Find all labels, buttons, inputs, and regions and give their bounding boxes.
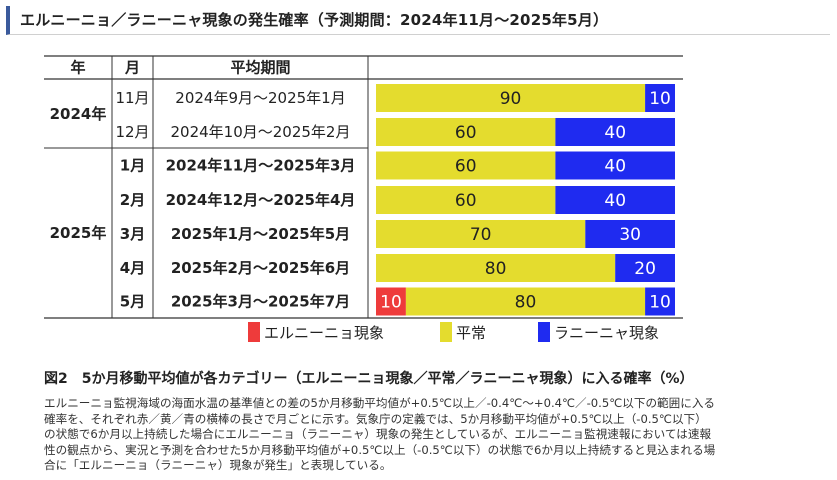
bar-segment-el-nino — [376, 287, 406, 316]
bar-value-label: 90 — [500, 89, 522, 109]
year-label: 2025年 — [50, 224, 107, 242]
period-label: 2024年11月～2025年3月 — [166, 157, 356, 175]
bar-value-label: 60 — [455, 191, 477, 211]
bar-segment-la-nina — [645, 84, 675, 112]
bar-segment-la-nina — [555, 186, 675, 214]
note-line: 合に「エルニーニョ（ラニーニャ）現象が発生」と表現している。 — [44, 458, 392, 473]
bar-segment-la-nina — [555, 151, 675, 180]
bar-value-label: 60 — [455, 123, 477, 143]
month-label: 12月 — [115, 123, 149, 141]
legend-swatch-el-nino — [248, 322, 260, 342]
bar-value-label: 80 — [485, 259, 507, 279]
legend-swatch-la-nina — [538, 322, 550, 342]
probability-table-chart: 年 月 平均期間 2024年 2025年 11月 2024年9月～2025年1月 90 10 12… — [44, 55, 683, 319]
bar-segment-normal — [376, 254, 616, 282]
month-label: 1月 — [120, 157, 145, 175]
period-label: 2024年12月～2025年4月 — [166, 191, 356, 209]
bar-value-label: 30 — [619, 225, 641, 245]
header-month: 月 — [124, 59, 140, 77]
period-label: 2025年1月～2025年5月 — [171, 225, 350, 243]
legend-item-el-nino: エルニーニョ現象 — [248, 321, 384, 343]
bar-segment-la-nina — [555, 118, 675, 146]
bar-value-label: 40 — [604, 157, 626, 177]
period-label: 2024年10月～2025年2月 — [171, 123, 351, 141]
period-label: 2025年3月～2025年7月 — [171, 293, 350, 311]
figure-caption: 図2 5か月移動平均値が各カテゴリー（エルニーニョ現象／平常／ラニーニャ現象）に… — [44, 371, 694, 387]
page-title: エルニーニョ／ラニーニャ現象の発生確率（予測期間：2024年11月～2025年5… — [20, 11, 609, 29]
month-label: 11月 — [115, 89, 149, 107]
bar-segment-la-nina — [645, 287, 675, 316]
period-label: 2025年2月～2025年6月 — [171, 259, 350, 277]
note-line: 性の観点から、実況と予測を合わせた5か月移動平均値が+0.5℃以上（-0.5℃以… — [44, 442, 716, 457]
legend-swatch-normal — [440, 322, 452, 342]
year-label: 2024年 — [50, 105, 107, 123]
period-label: 2024年9月～2025年1月 — [175, 89, 345, 107]
bar-segment-normal — [376, 84, 646, 112]
legend-label-el-nino: エルニーニョ現象 — [264, 323, 385, 342]
bar-segment-normal — [376, 186, 556, 214]
bar-value-label: 40 — [604, 191, 626, 211]
bar-segment-la-nina — [585, 220, 675, 248]
bar-segment-la-nina — [615, 254, 675, 282]
month-label: 3月 — [120, 225, 145, 243]
bar-value-label: 10 — [649, 293, 671, 313]
bar-segment-normal — [376, 118, 556, 146]
bar-segment-normal — [376, 151, 556, 180]
header-period: 平均期間 — [230, 59, 290, 77]
bar-value-label: 20 — [634, 259, 656, 279]
bar-value-label: 60 — [455, 157, 477, 177]
note-line: 確率を、それぞれ赤／黄／青の横棒の長さで月ごとに示す。気象庁の定義では、5か月移… — [44, 411, 707, 426]
note-line: エルニーニョ監視海域の海面水温の基準値との差の5か月移動平均値が+0.5℃以上／… — [44, 396, 716, 410]
month-label: 2月 — [120, 191, 145, 209]
month-label: 4月 — [120, 259, 145, 277]
bar-value-label: 70 — [470, 225, 492, 245]
bar-value-label: 10 — [380, 293, 402, 313]
bar-segment-normal — [376, 220, 586, 248]
bar-segment-normal — [405, 287, 646, 316]
legend-item-la-nina: ラニーニャ現象 — [538, 321, 659, 343]
note-line: の状態で6か月以上持続した場合にエルニーニョ（ラニーニャ）現象の発生としているが… — [44, 427, 712, 442]
month-label: 5月 — [120, 293, 145, 311]
legend-label-normal: 平常 — [456, 323, 487, 342]
legend-label-la-nina: ラニーニャ現象 — [554, 323, 660, 342]
title-bar: エルニーニョ／ラニーニャ現象の発生確率（予測期間：2024年11月～2025年5… — [6, 6, 830, 35]
bar-value-label: 10 — [649, 89, 671, 109]
header-year: 年 — [70, 59, 85, 77]
bar-value-label: 40 — [604, 123, 626, 143]
bar-value-label: 80 — [515, 293, 537, 313]
legend-item-normal: 平常 — [440, 321, 486, 343]
explanatory-note: エルニーニョ監視海域の海面水温の基準値との差の5か月移動平均値が+0.5℃以上／… — [44, 396, 834, 474]
